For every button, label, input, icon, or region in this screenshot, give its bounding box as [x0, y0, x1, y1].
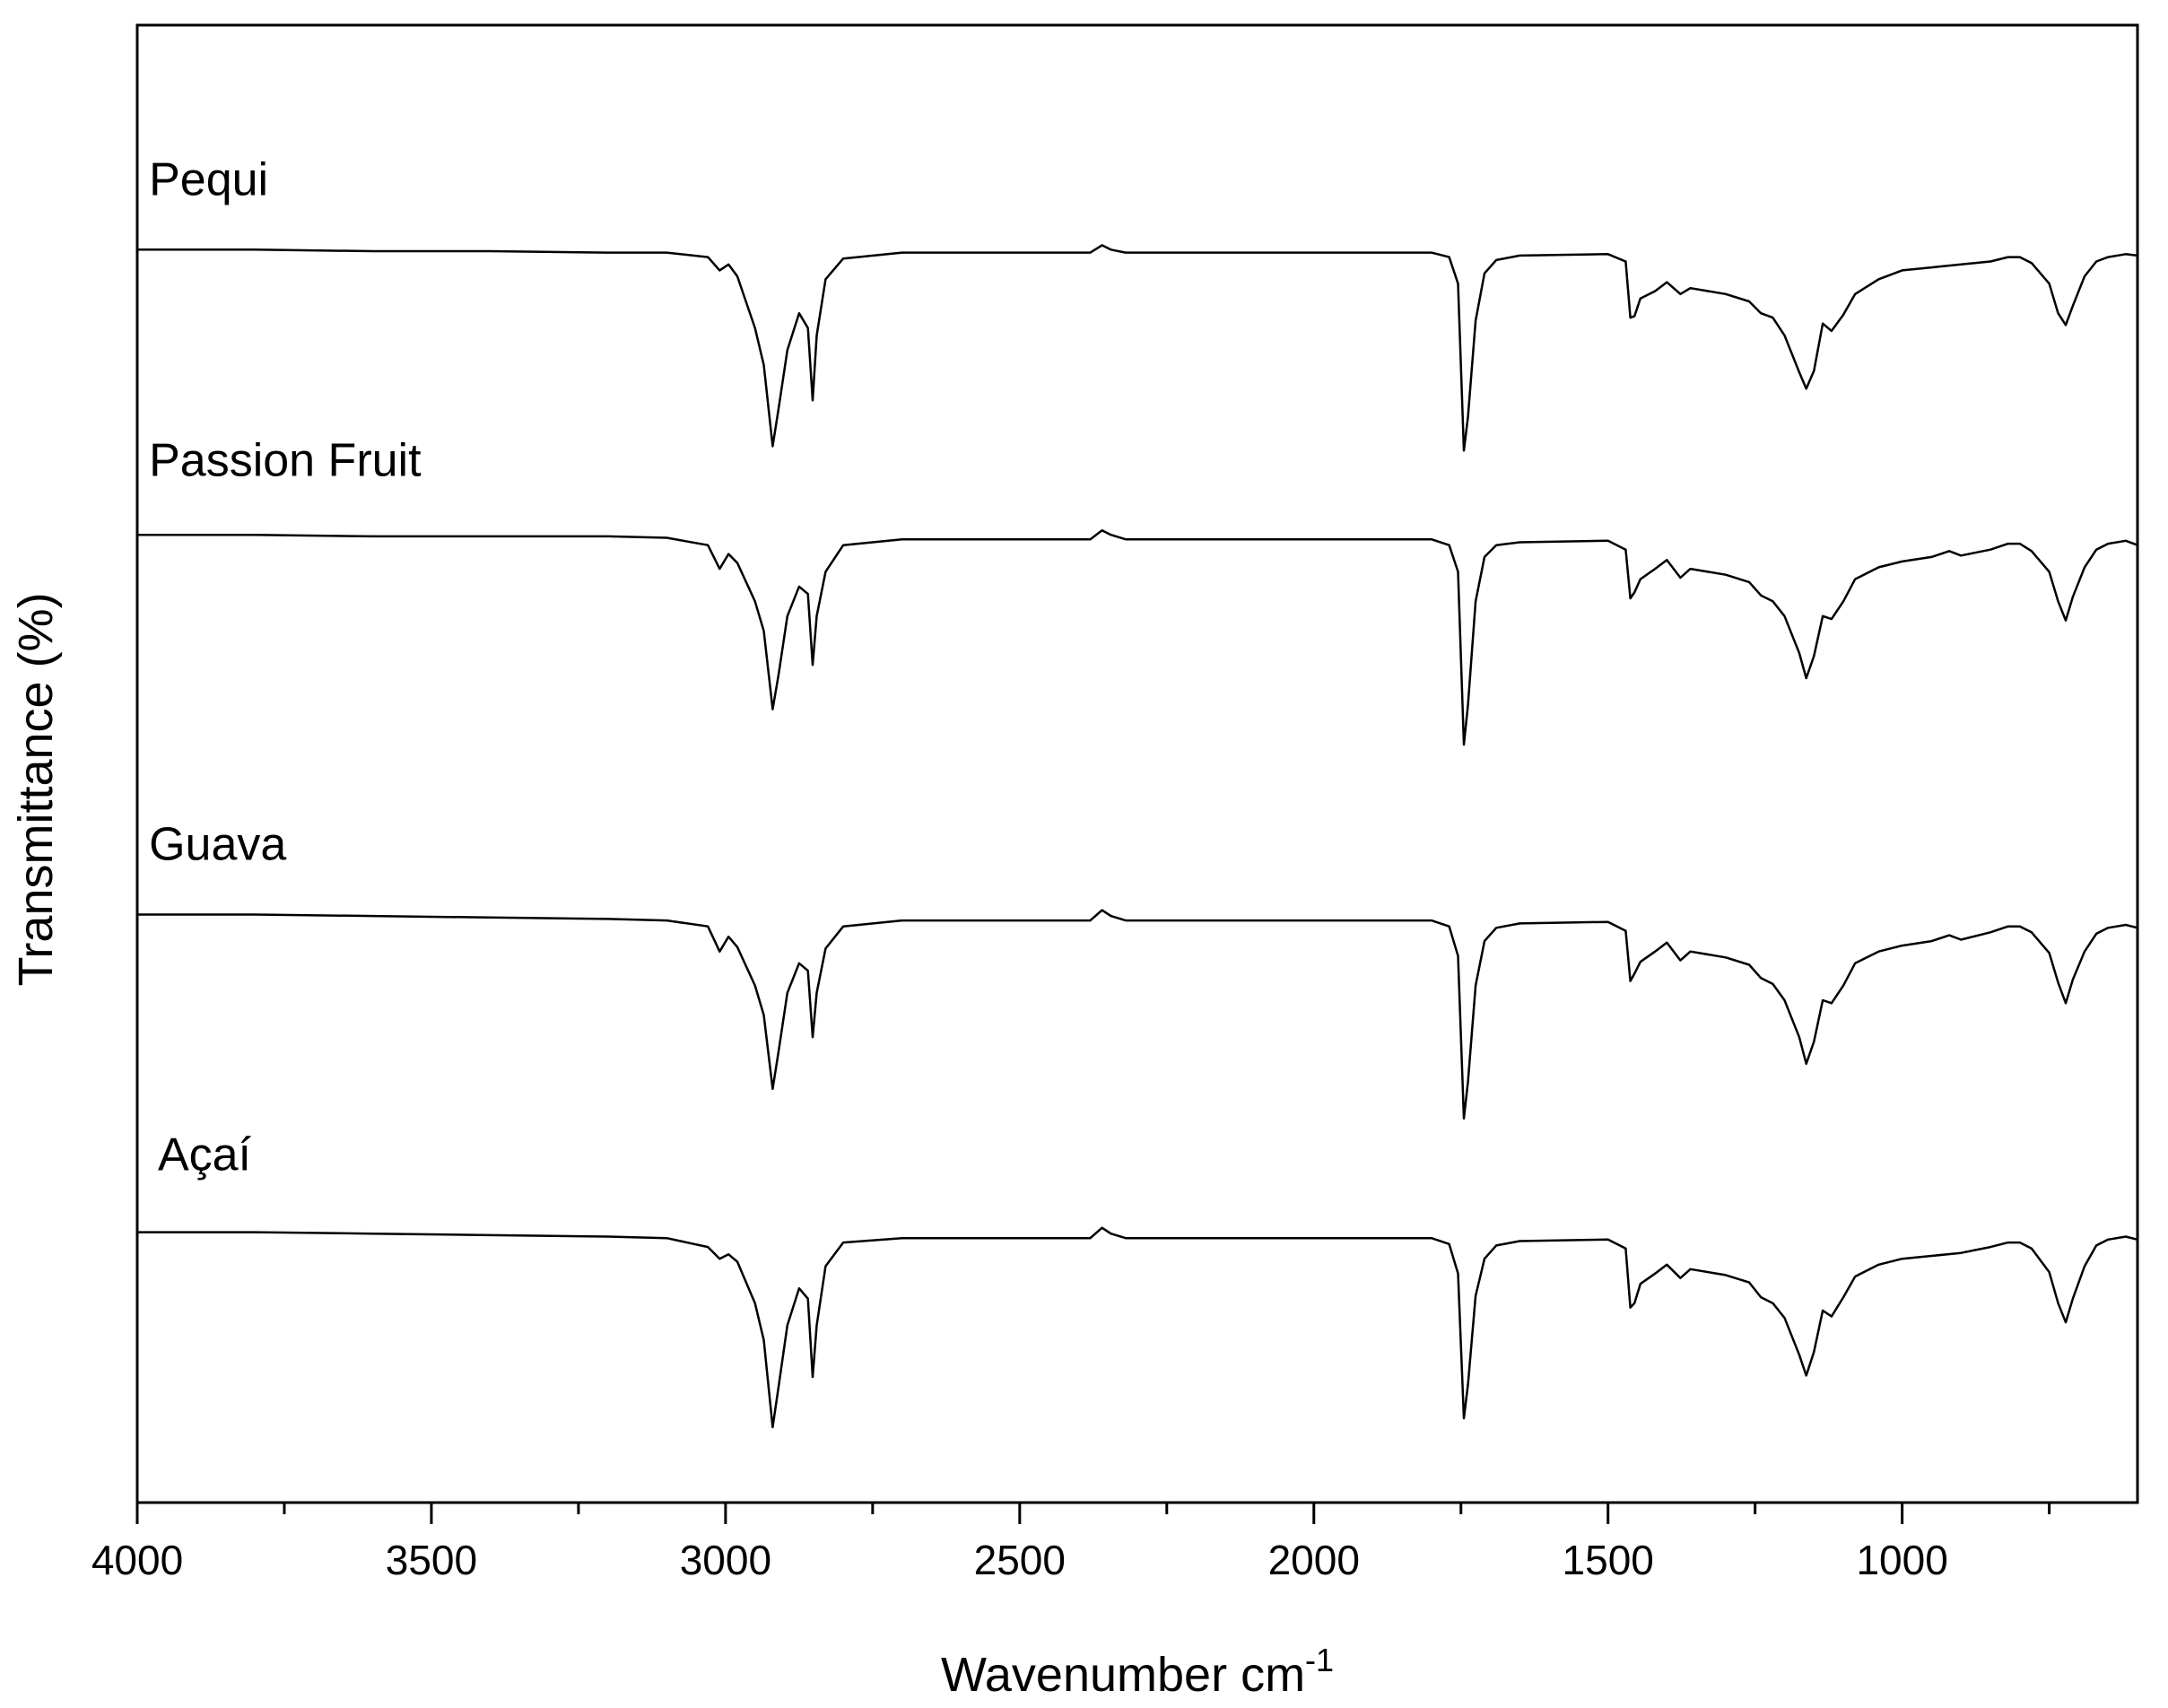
series-label-1: Passion Fruit [149, 434, 422, 486]
x-tick-label: 1000 [1856, 1537, 1947, 1583]
x-axis-title-superscript: -1 [1305, 1642, 1334, 1678]
x-axis-ticks: 4000 3500 3000 2500 2000 1500 1000 [91, 1503, 2051, 1583]
y-axis-title: Transmittance (%) [9, 592, 63, 986]
x-tick-label: 3500 [386, 1537, 477, 1583]
series-label-2: Guava [149, 819, 286, 871]
x-tick-label: 4000 [91, 1537, 183, 1583]
series-line-1 [137, 529, 2138, 746]
series-line-3 [137, 1226, 2138, 1429]
plot-frame [135, 23, 2139, 1504]
x-tick-label: 1500 [1563, 1537, 1654, 1583]
x-axis-title: Wavenumber cm-1 [941, 1642, 1334, 1702]
series-label-0: Pequi [149, 153, 268, 205]
series-line-2 [137, 909, 2138, 1120]
x-tick-label: 3000 [680, 1537, 771, 1583]
series-group: Pequi Passion Fruit Guava Açaí [137, 153, 2138, 1429]
x-tick-label: 2500 [974, 1537, 1066, 1583]
series-line-0 [137, 244, 2138, 452]
series-label-3: Açaí [158, 1128, 252, 1181]
x-tick-label: 2000 [1268, 1537, 1360, 1583]
